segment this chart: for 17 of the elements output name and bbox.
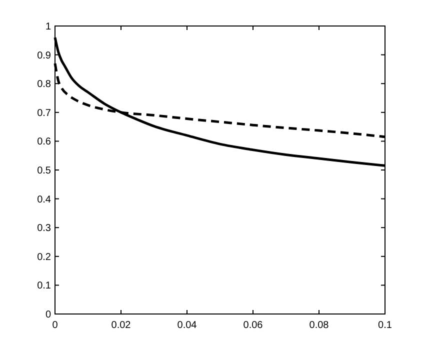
y-tick-label: 0.8 [37,79,52,90]
x-tick-label: 0.1 [378,320,392,331]
y-tick-label: 0.3 [37,223,52,234]
y-tick-label: 0.6 [37,136,52,148]
x-tick-label: 0.08 [309,320,330,331]
y-tick-label: 0.9 [37,50,52,62]
x-tick-label: 0.06 [243,320,264,331]
x-tick-label: 0.02 [111,320,132,331]
y-tick-label: 0.5 [37,166,52,176]
y-tick-label: 0.4 [37,194,52,206]
x-tick-label: 0 [52,320,58,331]
y-tick-label: 0.7 [37,108,52,119]
y-tick-label: 0.2 [37,252,52,263]
y-tick-label: 1 [45,22,52,32]
y-tick-label: 0 [45,310,52,320]
y-tick-label: 0.1 [37,280,52,292]
x-tick-label: 0.04 [177,320,198,331]
